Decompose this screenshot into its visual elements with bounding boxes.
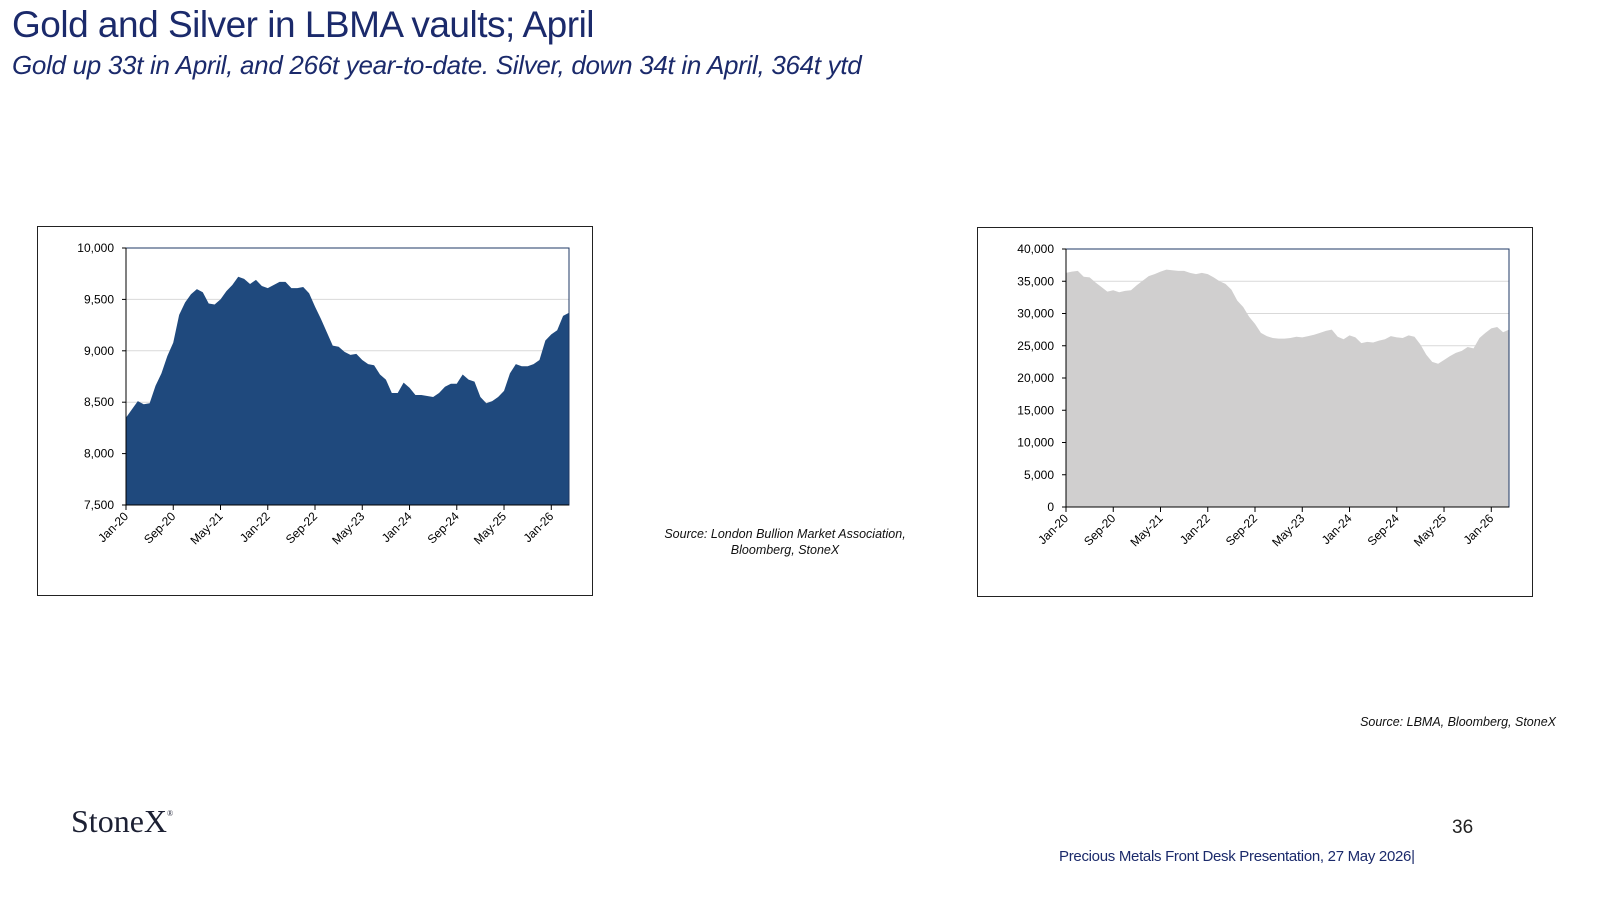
source-note-center: Source: London Bullion Market Associatio…	[645, 526, 925, 558]
slide-subtitle: Gold up 33t in April, and 266t year-to-d…	[12, 50, 862, 80]
gold-chart-svg: 7,500 8,000 8,500 9,000 9,500 10,000 Jan-20 Sep…	[77, 241, 570, 547]
source-note-line1: Source: London Bullion Market Associatio…	[664, 527, 906, 541]
silver-x-tick-label: Jan-22	[1177, 511, 1213, 547]
silver-y-tick-label: 30,000	[1017, 307, 1054, 321]
silver-y-tick-label: 35,000	[1017, 274, 1054, 288]
logo-registered-mark: ®	[167, 809, 174, 818]
silver-vault-chart: 0 5,000 10,000 15,000 20,000 25,000 30,000 35,0…	[977, 227, 1533, 597]
silver-y-tick-label: 0	[1047, 500, 1054, 514]
silver-chart-svg: 0 5,000 10,000 15,000 20,000 25,000 30,000 35,0…	[1017, 242, 1510, 549]
silver-x-tick-label: Sep-22	[1223, 511, 1260, 548]
gold-y-tick-label: 8,500	[84, 395, 114, 409]
silver-y-tick-label: 40,000	[1017, 242, 1054, 256]
gold-y-tick-label: 9,000	[84, 344, 114, 358]
gold-y-tick-label: 9,500	[84, 292, 114, 306]
gold-y-tick-label: 8,000	[84, 447, 114, 461]
gold-x-tick-label: Jan-26	[521, 509, 557, 545]
silver-x-tick-label: Jan-26	[1461, 511, 1497, 547]
silver-y-tick-label: 20,000	[1017, 371, 1054, 385]
page-number: 36	[1452, 817, 1474, 838]
gold-x-tick-label: Sep-22	[283, 509, 320, 546]
silver-x-tick-label: Sep-20	[1081, 511, 1118, 548]
gold-y-tick-label: 7,500	[84, 498, 114, 512]
gold-vault-chart: 7,500 8,000 8,500 9,000 9,500 10,000 Jan-20 Sep…	[37, 226, 593, 596]
silver-x-tick-label: May-23	[1269, 511, 1307, 549]
silver-y-tick-label: 15,000	[1017, 403, 1054, 417]
gold-x-tick-label: Jan-24	[379, 509, 415, 545]
silver-x-tick-label: Jan-20	[1035, 511, 1071, 547]
footer-text: Precious Metals Front Desk Presentation,…	[1059, 848, 1415, 865]
silver-y-tick-label: 10,000	[1017, 436, 1054, 450]
gold-x-tick-label: Jan-22	[237, 509, 273, 545]
slide-title: Gold and Silver in LBMA vaults; April	[12, 4, 595, 45]
gold-y-tick-label: 10,000	[77, 241, 114, 255]
silver-x-tick-label: Sep-24	[1365, 511, 1402, 548]
gold-area-series	[126, 276, 569, 505]
silver-x-tick-label: May-25	[1411, 511, 1449, 549]
source-note-line2: Bloomberg, StoneX	[730, 543, 840, 557]
silver-x-tick-label: May-21	[1127, 511, 1165, 549]
gold-x-tick-label: Sep-24	[425, 509, 462, 546]
gold-x-tick-label: Jan-20	[95, 509, 131, 545]
stonex-logo: StoneX®	[71, 803, 173, 840]
source-note-right: Source: LBMA, Bloomberg, StoneX	[1360, 715, 1556, 729]
silver-x-tick-label: Jan-24	[1319, 511, 1355, 547]
gold-x-tick-label: May-25	[471, 509, 509, 547]
gold-x-tick-label: May-23	[329, 509, 367, 547]
logo-text: StoneX	[71, 803, 167, 839]
silver-y-tick-label: 5,000	[1024, 468, 1054, 482]
silver-y-tick-label: 25,000	[1017, 339, 1054, 353]
gold-x-tick-label: Sep-20	[141, 509, 178, 546]
gold-x-tick-label: May-21	[187, 509, 225, 547]
silver-area-series	[1066, 269, 1509, 507]
